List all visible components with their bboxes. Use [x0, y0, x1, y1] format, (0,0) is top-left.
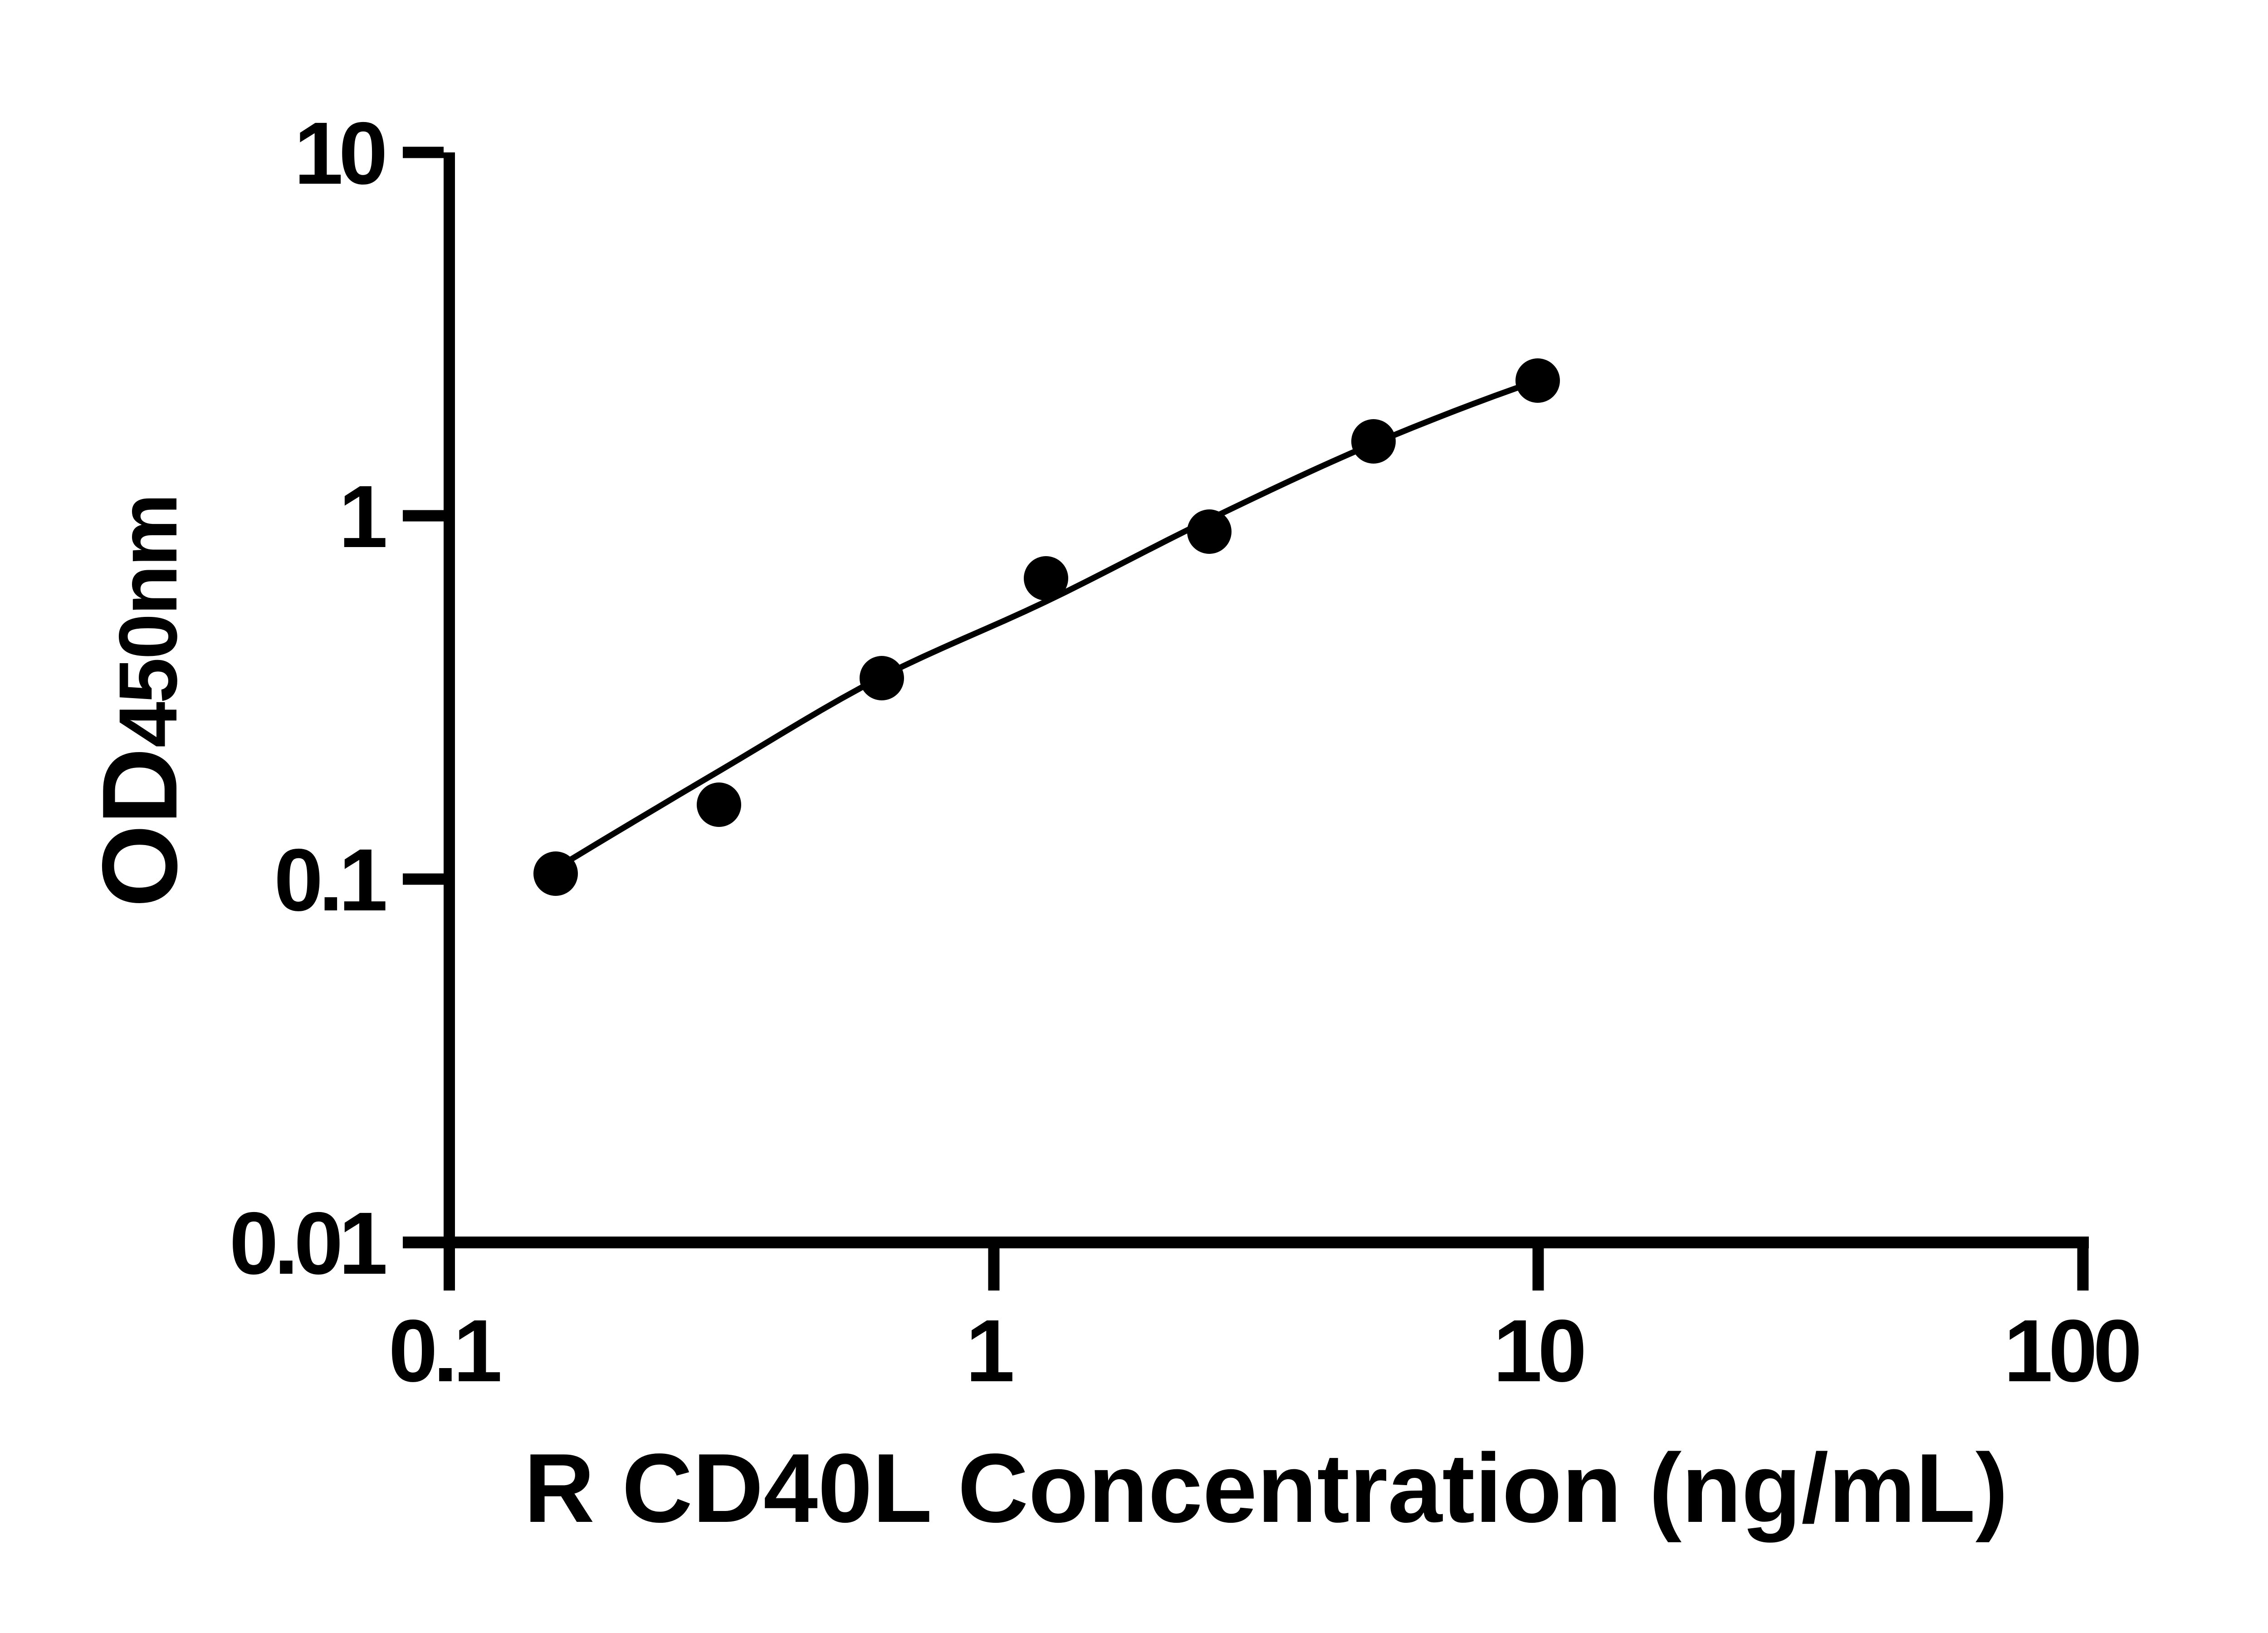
svg-text:1: 1 [966, 1301, 1013, 1400]
svg-text:0.1: 0.1 [274, 831, 386, 929]
svg-text:0.1: 0.1 [388, 1301, 500, 1400]
svg-text:0.01: 0.01 [229, 1194, 386, 1293]
svg-text:R CD40L Concentration (ng/mL): R CD40L Concentration (ng/mL) [524, 1433, 2008, 1543]
svg-text:10: 10 [1493, 1301, 1584, 1400]
svg-text:1: 1 [339, 467, 386, 566]
svg-text:10: 10 [294, 104, 384, 203]
svg-text:100: 100 [2004, 1301, 2139, 1400]
